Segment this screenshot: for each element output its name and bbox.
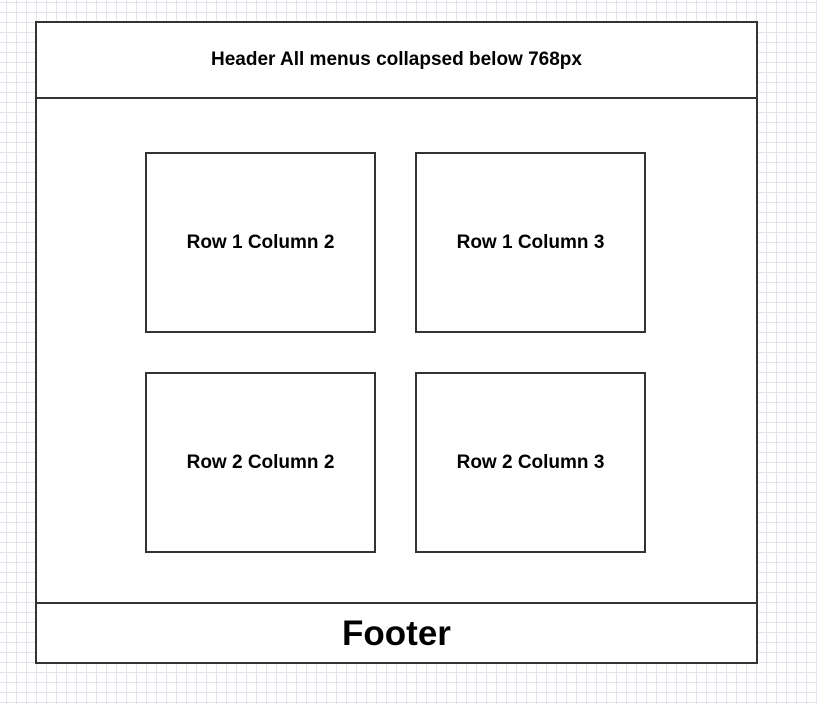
cell-label: Row 1 Column 3 xyxy=(456,231,605,253)
footer-label: Footer xyxy=(342,614,451,653)
footer-box: Footer xyxy=(37,602,756,664)
grid-cell-row1-col3: Row 1 Column 3 xyxy=(415,152,646,333)
cell-label: Row 2 Column 2 xyxy=(186,451,335,473)
header-label: Header All menus collapsed below 768px xyxy=(211,49,582,70)
grid-cell-row1-col2: Row 1 Column 2 xyxy=(145,152,376,333)
cell-label: Row 2 Column 3 xyxy=(456,451,605,473)
cell-label: Row 1 Column 2 xyxy=(186,231,335,253)
page-wireframe: Header All menus collapsed below 768px R… xyxy=(35,21,758,664)
grid-cell-row2-col2: Row 2 Column 2 xyxy=(145,372,376,553)
grid-cell-row2-col3: Row 2 Column 3 xyxy=(415,372,646,553)
header-box: Header All menus collapsed below 768px xyxy=(37,23,756,99)
